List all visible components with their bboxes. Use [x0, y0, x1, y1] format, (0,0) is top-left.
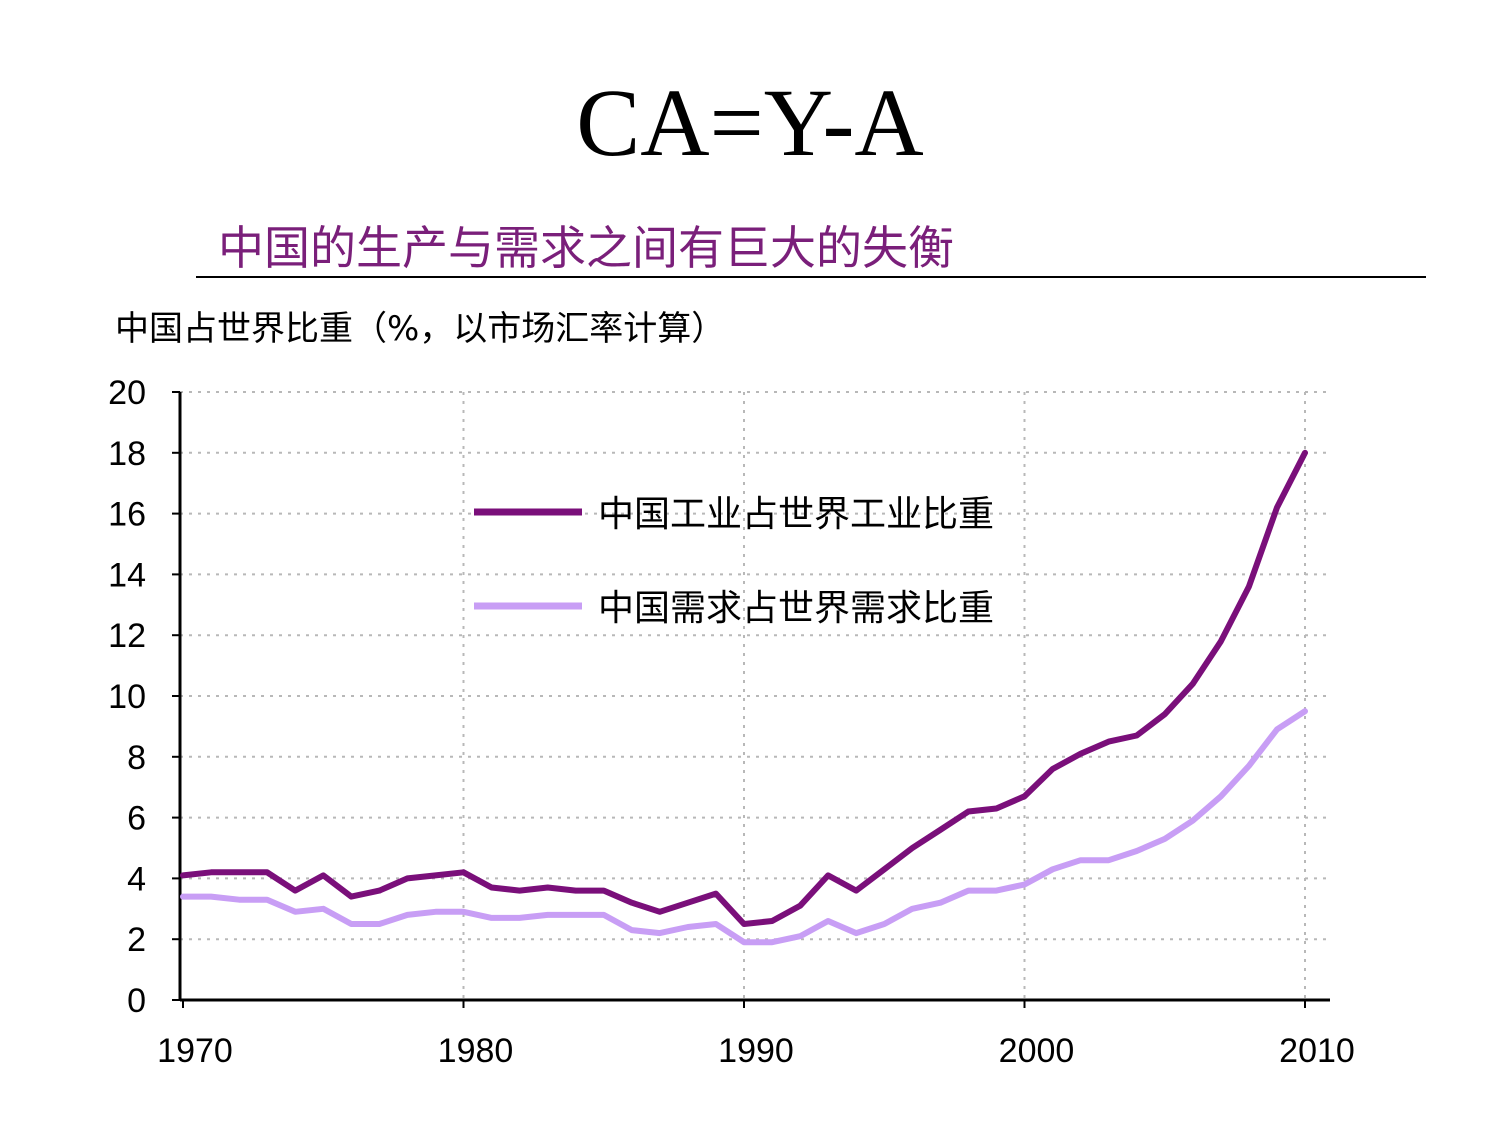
chart-title: 中国占世界比重（%，以市场汇率计算）	[115, 309, 725, 349]
y-tick-label: 18	[108, 435, 146, 473]
series-lines	[180, 449, 1308, 946]
y-tick-label: 16	[108, 496, 146, 534]
x-tick-label: 2000	[999, 1032, 1075, 1070]
x-tick-label: 1970	[157, 1032, 233, 1070]
y-tick-label: 10	[108, 678, 146, 716]
title-divider	[196, 276, 1426, 278]
y-tick-label: 4	[127, 860, 146, 898]
x-tick-label: 2010	[1279, 1032, 1355, 1070]
legend-label: 中国需求占世界需求比重	[598, 588, 994, 629]
axes: 0 2 4 6 8 10 12 14 16 18 20 1970 1980 1990 2000 2010	[108, 374, 1355, 1070]
legend-label: 中国工业占世界工业比重	[598, 494, 994, 535]
y-tick-label: 8	[127, 739, 146, 777]
series-line-1	[180, 449, 1308, 927]
y-tick-label: 20	[108, 374, 146, 412]
y-tick-label: 0	[127, 982, 146, 1020]
y-tick-label: 12	[108, 617, 146, 655]
slide-subtitle: 中国的生产与需求之间有巨大的失衡	[218, 221, 954, 275]
series-line-2	[180, 708, 1308, 946]
x-tick-label: 1990	[718, 1032, 794, 1070]
y-tick-label: 14	[108, 556, 146, 594]
x-tick-label: 1980	[438, 1032, 514, 1070]
y-tick-label: 6	[127, 800, 146, 838]
y-tick-label: 2	[127, 921, 146, 959]
grid	[180, 391, 1330, 1000]
slide-title: CA=Y-A	[576, 69, 924, 176]
